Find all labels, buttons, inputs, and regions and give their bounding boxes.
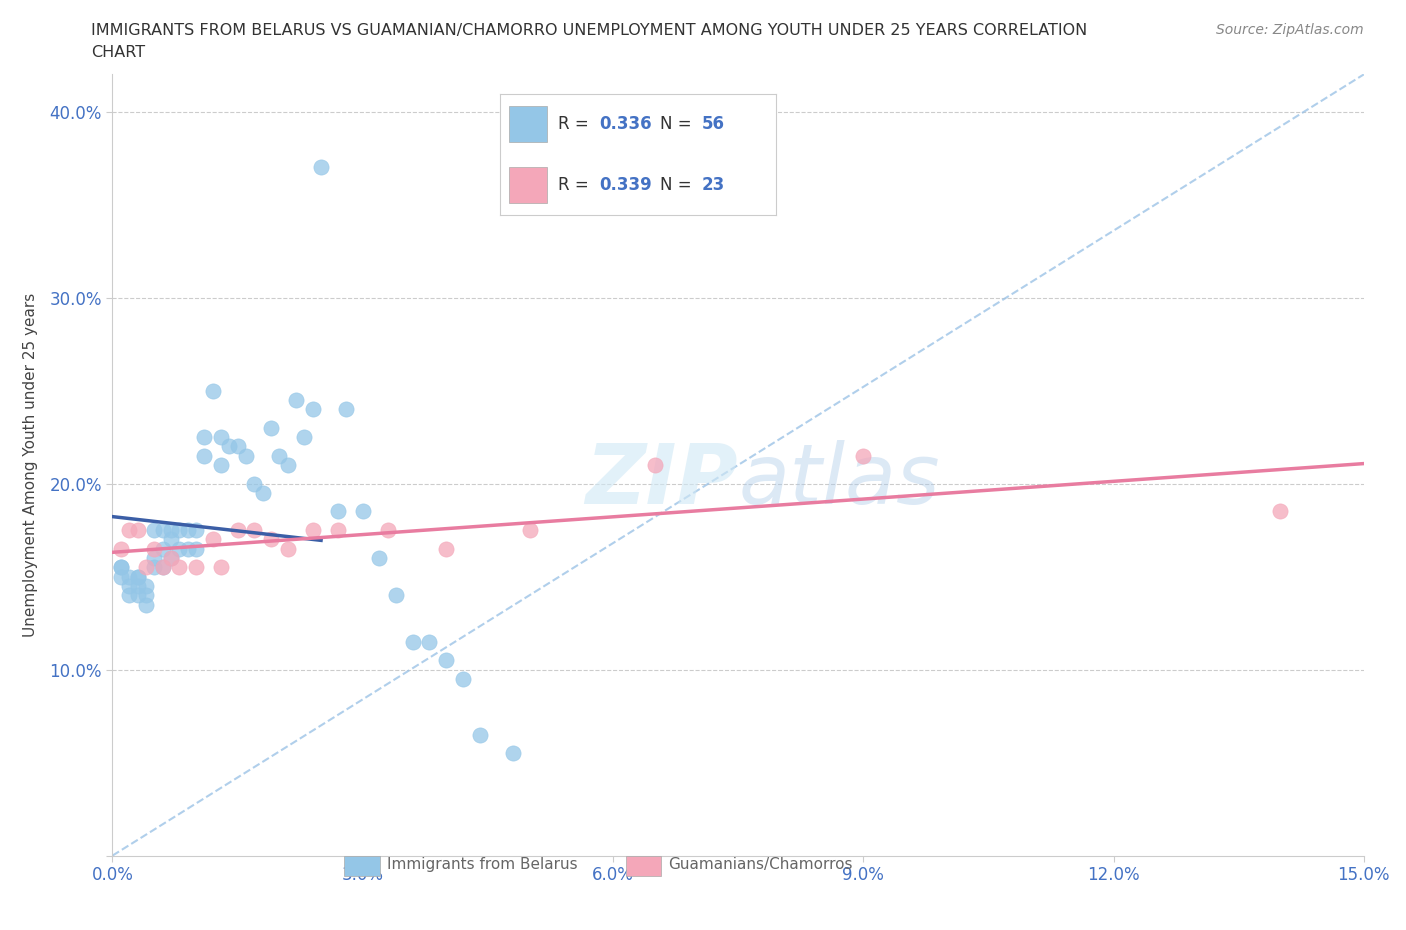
Point bbox=[434, 541, 457, 556]
Point bbox=[160, 551, 183, 565]
Point bbox=[335, 402, 357, 417]
Point bbox=[135, 588, 157, 603]
Point bbox=[209, 560, 232, 575]
Point bbox=[143, 541, 166, 556]
Text: atlas: atlas bbox=[738, 440, 939, 521]
Point bbox=[127, 578, 149, 593]
Point bbox=[285, 392, 308, 407]
Text: Guamanians/Chamorros: Guamanians/Chamorros bbox=[668, 857, 852, 872]
Point bbox=[160, 551, 183, 565]
Point bbox=[135, 578, 157, 593]
Point bbox=[201, 383, 224, 398]
Point bbox=[184, 560, 207, 575]
Point bbox=[1270, 504, 1292, 519]
Point bbox=[301, 402, 323, 417]
Point bbox=[152, 541, 174, 556]
Point bbox=[167, 523, 190, 538]
Point bbox=[226, 523, 249, 538]
Point bbox=[326, 523, 349, 538]
Point bbox=[127, 569, 149, 584]
Point bbox=[402, 634, 425, 649]
Point bbox=[644, 458, 666, 472]
Point bbox=[127, 569, 149, 584]
Point bbox=[352, 504, 374, 519]
Point bbox=[176, 541, 198, 556]
Point bbox=[160, 532, 183, 547]
Point bbox=[260, 532, 283, 547]
Point bbox=[252, 485, 274, 500]
Point bbox=[326, 504, 349, 519]
Point bbox=[502, 746, 524, 761]
Point bbox=[377, 523, 399, 538]
Point bbox=[209, 430, 232, 445]
Text: Immigrants from Belarus: Immigrants from Belarus bbox=[387, 857, 578, 872]
Point bbox=[201, 532, 224, 547]
Text: CHART: CHART bbox=[91, 45, 145, 60]
Y-axis label: Unemployment Among Youth under 25 years: Unemployment Among Youth under 25 years bbox=[24, 293, 38, 637]
Point bbox=[209, 458, 232, 472]
Point bbox=[418, 634, 440, 649]
Point bbox=[152, 560, 174, 575]
Point bbox=[468, 727, 491, 742]
Text: Source: ZipAtlas.com: Source: ZipAtlas.com bbox=[1216, 23, 1364, 37]
Point bbox=[292, 430, 315, 445]
Point bbox=[260, 420, 283, 435]
Point bbox=[110, 560, 132, 575]
Point bbox=[167, 560, 190, 575]
Point bbox=[852, 448, 875, 463]
Point bbox=[160, 523, 183, 538]
Point bbox=[269, 448, 291, 463]
Point bbox=[127, 588, 149, 603]
Point bbox=[118, 588, 141, 603]
Point bbox=[434, 653, 457, 668]
Point bbox=[193, 430, 215, 445]
Point bbox=[135, 597, 157, 612]
Point bbox=[118, 523, 141, 538]
Point bbox=[226, 439, 249, 454]
Text: IMMIGRANTS FROM BELARUS VS GUAMANIAN/CHAMORRO UNEMPLOYMENT AMONG YOUTH UNDER 25 : IMMIGRANTS FROM BELARUS VS GUAMANIAN/CHA… bbox=[91, 23, 1088, 38]
Point bbox=[127, 523, 149, 538]
Point bbox=[235, 448, 257, 463]
Point bbox=[243, 523, 266, 538]
Point bbox=[143, 560, 166, 575]
Point bbox=[519, 523, 541, 538]
Point bbox=[135, 560, 157, 575]
Point bbox=[143, 523, 166, 538]
Point bbox=[184, 523, 207, 538]
Text: ZIP: ZIP bbox=[585, 440, 738, 521]
Point bbox=[143, 551, 166, 565]
Point bbox=[110, 569, 132, 584]
Point bbox=[309, 160, 332, 175]
Point bbox=[110, 560, 132, 575]
Point bbox=[167, 541, 190, 556]
Point bbox=[368, 551, 391, 565]
Point bbox=[184, 541, 207, 556]
Point bbox=[118, 569, 141, 584]
Point bbox=[152, 560, 174, 575]
Point bbox=[451, 671, 474, 686]
Point bbox=[243, 476, 266, 491]
Point bbox=[152, 523, 174, 538]
Point bbox=[176, 523, 198, 538]
Point bbox=[301, 523, 323, 538]
Point bbox=[193, 448, 215, 463]
Point bbox=[218, 439, 240, 454]
Point bbox=[110, 541, 132, 556]
Point bbox=[277, 541, 299, 556]
Point bbox=[118, 578, 141, 593]
Point bbox=[385, 588, 408, 603]
Point bbox=[277, 458, 299, 472]
